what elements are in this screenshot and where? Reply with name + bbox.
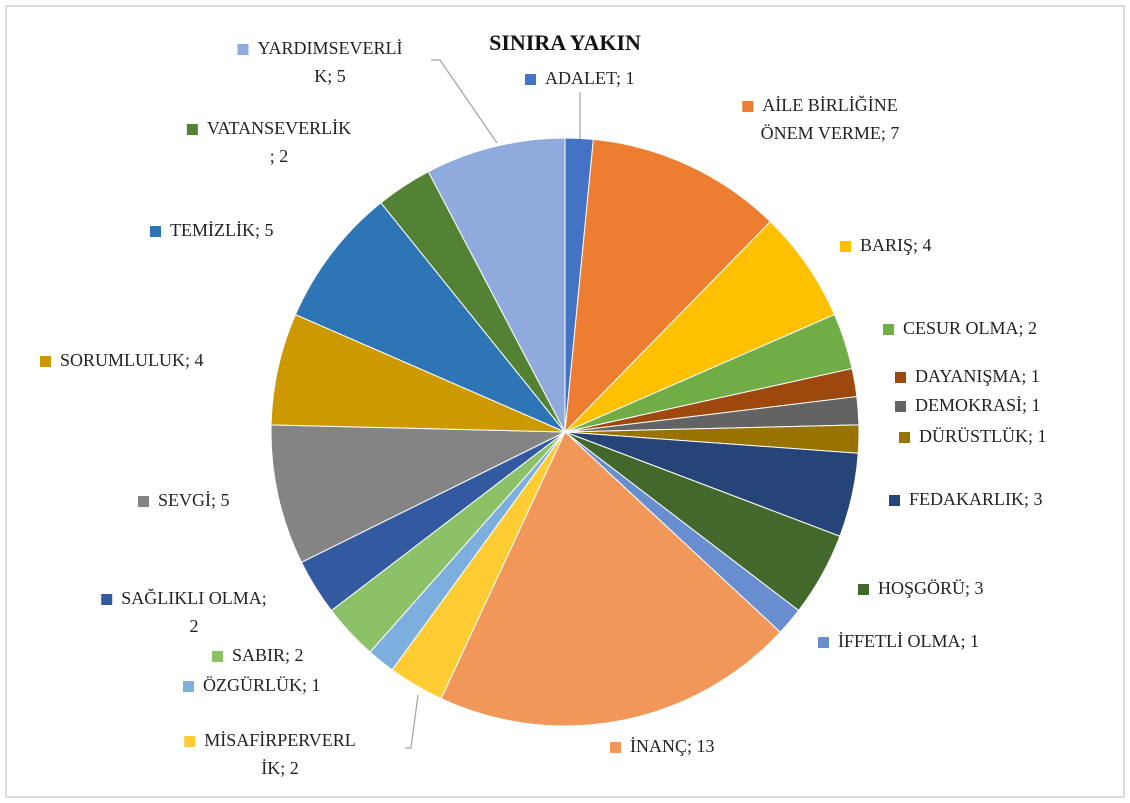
leader-line bbox=[431, 59, 498, 144]
leader-line bbox=[405, 694, 419, 749]
pie-slice bbox=[294, 202, 566, 433]
data-label: ÖZGÜRLÜK; 1 bbox=[203, 675, 321, 695]
legend-swatch bbox=[840, 241, 851, 252]
data-label: VATANSEVERLİK; 2 bbox=[207, 118, 351, 166]
legend-swatch bbox=[889, 495, 900, 506]
legend-swatch bbox=[858, 584, 869, 595]
data-label: SORUMLULUK; 4 bbox=[60, 350, 204, 370]
data-labels: ADALET; 1 AİLE BİRLİĞİNE ÖNEM VERME; 7 BARI… bbox=[40, 38, 1047, 778]
legend-swatch bbox=[818, 637, 829, 648]
legend-swatch bbox=[150, 226, 161, 237]
data-label: FEDAKARLIK; 3 bbox=[909, 489, 1043, 509]
chart-title: SINIRA YAKIN bbox=[489, 30, 641, 55]
legend-swatch bbox=[742, 101, 754, 112]
legend-swatch bbox=[101, 594, 113, 605]
legend-swatch bbox=[183, 681, 194, 692]
legend-swatch bbox=[212, 651, 223, 662]
legend-swatch bbox=[186, 124, 198, 135]
legend-swatch bbox=[525, 74, 536, 85]
data-label: BARIŞ; 4 bbox=[860, 235, 932, 255]
data-label: İFFETLİ OLMA; 1 bbox=[838, 631, 979, 651]
data-label: CESUR OLMA; 2 bbox=[903, 318, 1037, 338]
legend-swatch bbox=[895, 401, 906, 412]
data-label: SABIR; 2 bbox=[232, 645, 304, 665]
pie bbox=[270, 137, 860, 727]
pie-slice bbox=[440, 431, 781, 727]
legend-swatch bbox=[899, 432, 910, 443]
legend-swatch bbox=[40, 356, 51, 367]
data-label: SEVGİ; 5 bbox=[158, 490, 230, 510]
data-label: ADALET; 1 bbox=[545, 68, 635, 88]
data-label: SAĞLIKLI OLMA; 2 bbox=[121, 587, 267, 636]
pie-slice bbox=[427, 137, 566, 433]
legend-swatch bbox=[610, 742, 621, 753]
pie-slice bbox=[564, 138, 772, 434]
legend-swatch bbox=[184, 736, 196, 747]
data-label: HOŞGÖRÜ; 3 bbox=[878, 578, 984, 598]
data-label: DEMOKRASİ; 1 bbox=[915, 395, 1041, 415]
data-label: AİLE BİRLİĞİNE ÖNEM VERME; 7 bbox=[761, 94, 900, 143]
data-label: İNANÇ; 13 bbox=[630, 736, 715, 756]
data-label: YARDIMSEVERLİ K; 5 bbox=[257, 38, 402, 86]
data-label: TEMİZLİK; 5 bbox=[170, 220, 273, 240]
legend-swatch bbox=[138, 496, 149, 507]
data-label: DAYANIŞMA; 1 bbox=[915, 366, 1040, 386]
pie-slice bbox=[270, 424, 566, 563]
legend-swatch bbox=[883, 324, 894, 335]
data-label: MİSAFİRPERVERL İK; 2 bbox=[204, 730, 356, 778]
legend-swatch bbox=[895, 372, 906, 383]
data-label: DÜRÜSTLÜK; 1 bbox=[919, 426, 1047, 446]
leader-lines bbox=[405, 59, 581, 749]
legend-swatch bbox=[237, 44, 249, 55]
